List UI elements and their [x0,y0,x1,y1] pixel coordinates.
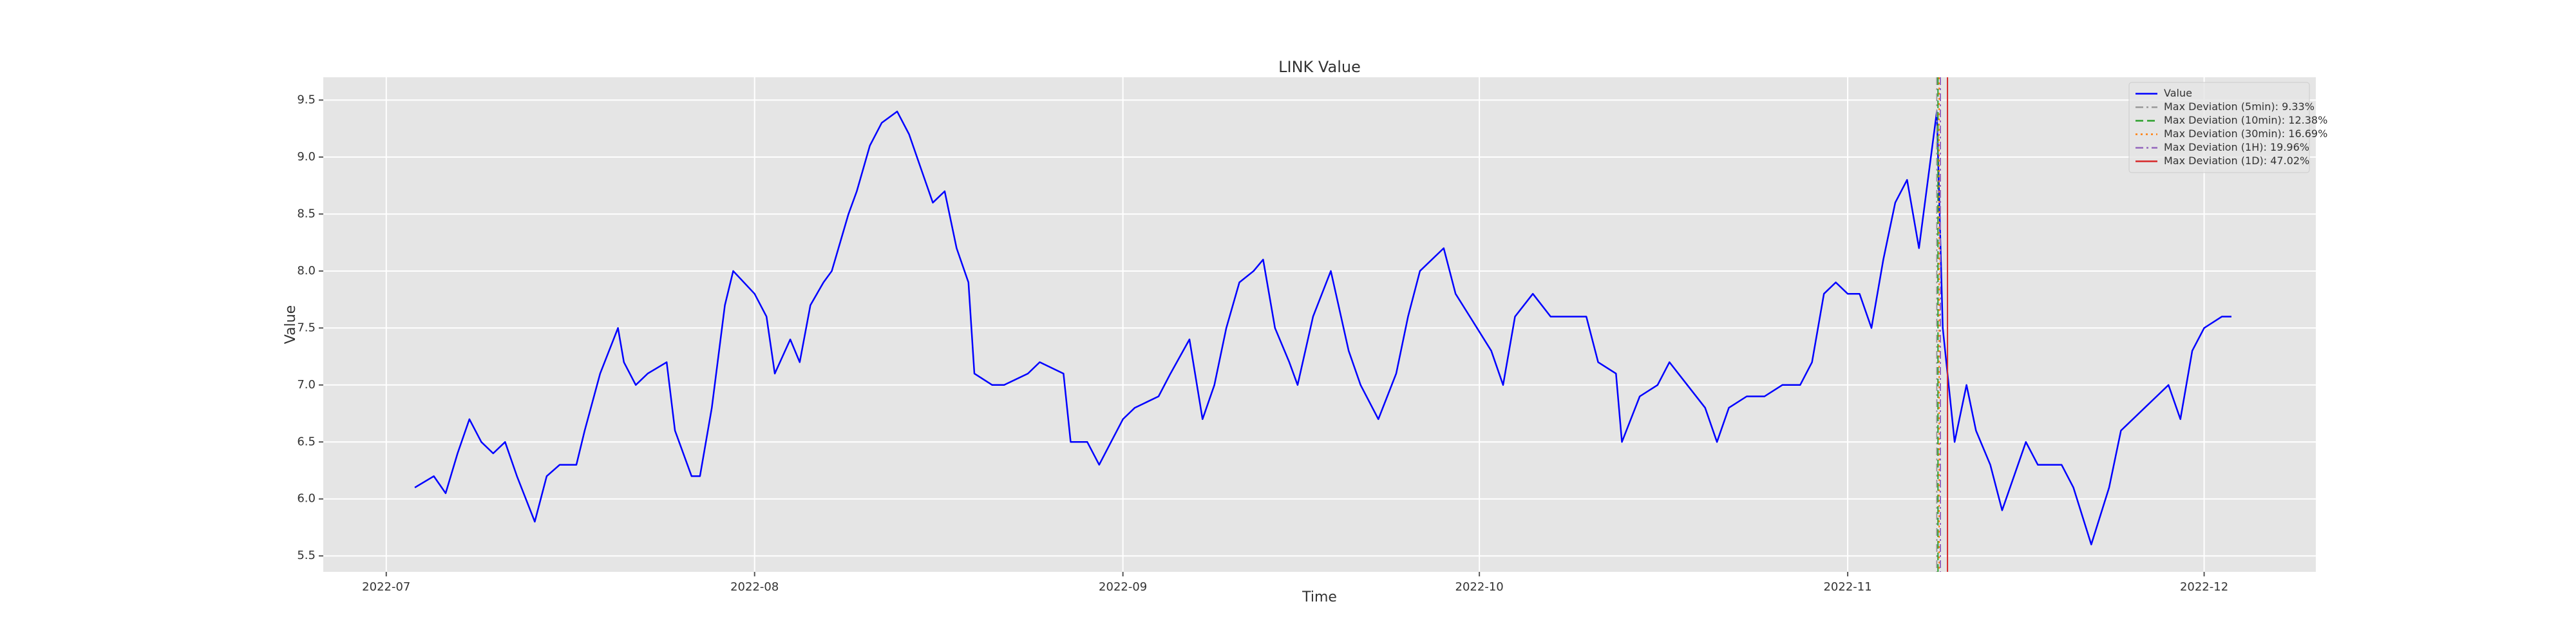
legend-label: Max Deviation (10min): 12.38% [2164,114,2327,126]
x-tick-label: 2022-10 [1455,580,1504,594]
legend-label: Max Deviation (30min): 16.69% [2164,128,2327,140]
plot-background [323,77,2316,572]
legend-label: Max Deviation (1D): 47.02% [2164,155,2309,167]
legend-box [2128,82,2310,173]
x-tick-label: 2022-11 [1823,580,1871,594]
y-axis-label: Value [283,305,299,344]
legend-label: Max Deviation (1H): 19.96% [2164,141,2309,153]
y-tick-label: 8.0 [297,264,316,278]
legend-label: Max Deviation (5min): 9.33% [2164,100,2315,113]
y-tick-label: 9.0 [297,150,316,164]
x-axis-label: Time [1302,589,1337,605]
x-tick-label: 2022-07 [362,580,410,594]
y-tick-label: 7.5 [297,321,316,334]
data-line [414,110,2231,545]
y-tick-label: 8.5 [297,207,316,220]
y-tick-label: 6.0 [297,492,316,506]
y-tick-label: 7.0 [297,378,316,392]
legend-label: Value [2164,87,2192,99]
x-tick-label: 2022-09 [1099,580,1147,594]
x-tick-label: 2022-12 [2180,580,2228,594]
x-tick-label: 2022-08 [730,580,779,594]
y-tick-label: 9.5 [297,93,316,106]
y-tick-label: 5.5 [297,549,316,562]
y-tick-label: 6.5 [297,435,316,448]
chart-title: LINK Value [1278,58,1361,76]
